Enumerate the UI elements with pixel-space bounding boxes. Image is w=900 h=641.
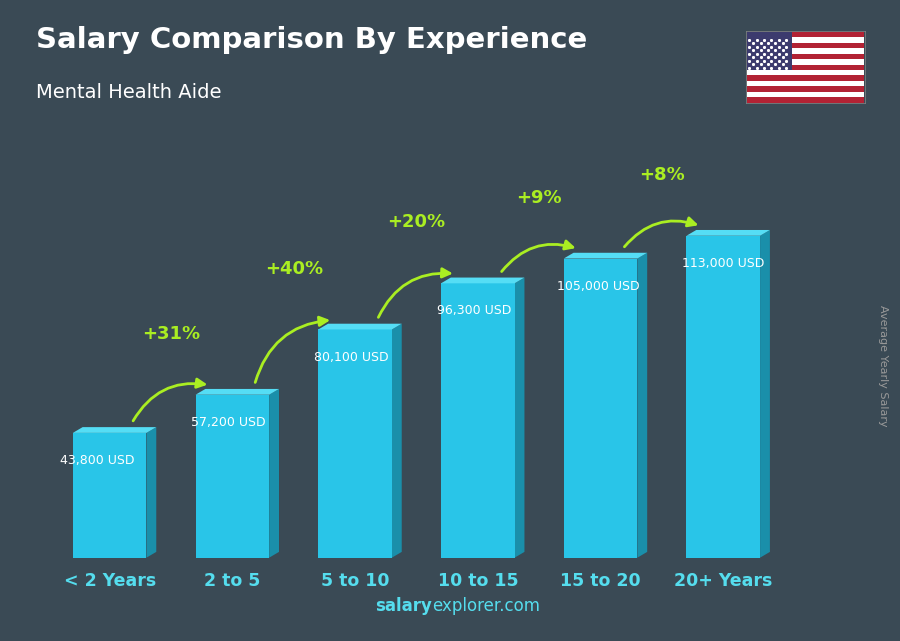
Bar: [747, 81, 864, 87]
Bar: [563, 258, 637, 558]
Polygon shape: [392, 324, 401, 558]
Bar: [747, 87, 864, 92]
Bar: [747, 54, 864, 59]
Polygon shape: [441, 278, 525, 283]
Polygon shape: [269, 389, 279, 558]
Text: explorer.com: explorer.com: [432, 597, 540, 615]
Text: +8%: +8%: [639, 166, 685, 184]
Text: Mental Health Aide: Mental Health Aide: [36, 83, 221, 103]
Text: 113,000 USD: 113,000 USD: [682, 257, 764, 270]
Text: +9%: +9%: [517, 188, 562, 206]
Polygon shape: [147, 427, 157, 558]
Bar: [747, 32, 792, 70]
Polygon shape: [637, 253, 647, 558]
Text: 57,200 USD: 57,200 USD: [192, 416, 266, 429]
Bar: [747, 43, 864, 48]
Bar: [747, 76, 864, 81]
Bar: [747, 48, 864, 54]
Bar: [747, 32, 864, 37]
Bar: [687, 236, 760, 558]
Bar: [747, 70, 864, 76]
Polygon shape: [687, 230, 770, 236]
Polygon shape: [563, 253, 647, 258]
Bar: [747, 59, 864, 65]
Text: 80,100 USD: 80,100 USD: [314, 351, 389, 363]
Polygon shape: [195, 389, 279, 395]
Text: +40%: +40%: [265, 260, 323, 278]
Bar: [319, 329, 392, 558]
Text: Salary Comparison By Experience: Salary Comparison By Experience: [36, 26, 587, 54]
Text: salary: salary: [375, 597, 432, 615]
Polygon shape: [515, 278, 525, 558]
Text: 96,300 USD: 96,300 USD: [436, 304, 511, 317]
Bar: [747, 65, 864, 70]
Text: Average Yearly Salary: Average Yearly Salary: [878, 304, 887, 426]
Polygon shape: [73, 427, 157, 433]
Text: 105,000 USD: 105,000 USD: [557, 279, 640, 293]
Bar: [195, 395, 269, 558]
Bar: [747, 37, 864, 43]
Text: 43,800 USD: 43,800 USD: [59, 454, 134, 467]
Polygon shape: [319, 324, 401, 329]
Bar: [441, 283, 515, 558]
Bar: [747, 97, 864, 103]
Text: +20%: +20%: [387, 213, 446, 231]
Text: +31%: +31%: [142, 325, 200, 343]
Bar: [73, 433, 147, 558]
Polygon shape: [760, 230, 770, 558]
Bar: [747, 92, 864, 97]
